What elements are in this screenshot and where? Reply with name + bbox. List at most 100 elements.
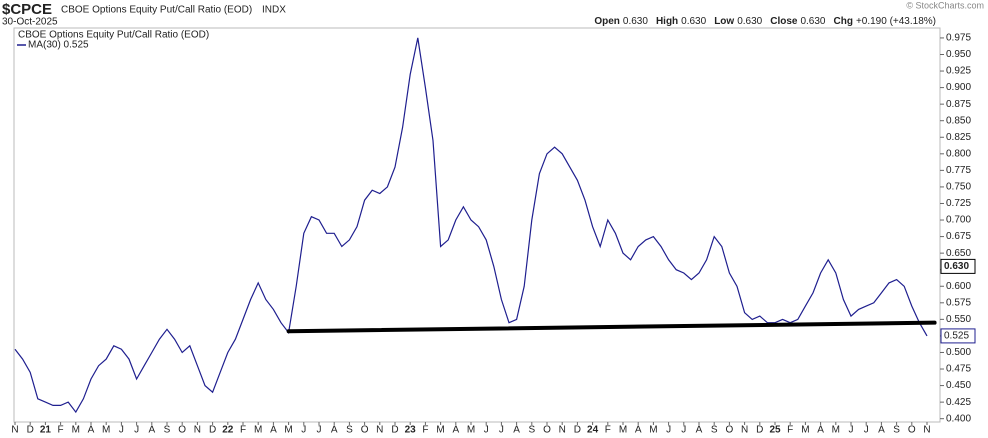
x-tick-label: N [559, 425, 566, 436]
x-tick-label: O [543, 425, 551, 436]
x-tick-label: M [467, 425, 475, 436]
x-tick-label: S [528, 425, 535, 436]
x-tick-label: 21 [40, 425, 52, 436]
quote-label: Chg [833, 16, 852, 27]
x-tick-label: A [696, 425, 703, 436]
quote-label: Close [770, 16, 798, 27]
axis-value-label: 0.630 [944, 261, 969, 272]
x-tick-label: M [72, 425, 80, 436]
x-tick-label: F [240, 425, 246, 436]
y-tick-label: 0.800 [946, 148, 971, 159]
x-tick-label: M [801, 425, 809, 436]
chart-title: CBOE Options Equity Put/Call Ratio (EOD) [61, 5, 252, 16]
y-tick-label: 0.875 [946, 99, 971, 110]
x-tick-label: M [649, 425, 657, 436]
x-tick-label: A [88, 425, 95, 436]
x-tick-label: 25 [769, 425, 781, 436]
x-tick-label: S [164, 425, 171, 436]
x-tick-label: J [681, 425, 686, 436]
x-tick-label: J [666, 425, 671, 436]
x-tick-label: A [452, 425, 459, 436]
quote-label: High [656, 16, 678, 27]
x-tick-label: N [923, 425, 930, 436]
x-tick-label: F [605, 425, 611, 436]
x-tick-label: N [741, 425, 748, 436]
quote-label: Open [594, 16, 620, 27]
quote-value: +0.190 (+43.18%) [856, 16, 936, 27]
date: 30-Oct-2025 [2, 17, 58, 28]
x-tick-label: N [376, 425, 383, 436]
y-tick-label: 0.425 [946, 397, 971, 408]
x-tick-label: A [148, 425, 155, 436]
quote-label: Low [714, 16, 734, 27]
x-tick-label: M [436, 425, 444, 436]
x-tick-label: S [711, 425, 718, 436]
x-tick-label: S [346, 425, 353, 436]
x-tick-label: F [787, 425, 793, 436]
x-tick-label: A [513, 425, 520, 436]
quote-value: 0.630 [681, 16, 706, 27]
x-tick-label: 22 [222, 425, 234, 436]
x-tick-label: A [635, 425, 642, 436]
legend-entry: MA(30) 0.525 [28, 40, 89, 51]
y-tick-label: 0.975 [946, 33, 971, 44]
ma-line [14, 37, 928, 414]
x-tick-label: J [134, 425, 139, 436]
x-tick-label: M [832, 425, 840, 436]
legend-title: CBOE Options Equity Put/Call Ratio (EOD) [18, 30, 209, 41]
y-tick-label: 0.750 [946, 182, 971, 193]
y-tick-label: 0.600 [946, 281, 971, 292]
x-tick-label: D [756, 425, 763, 436]
x-tick-label: A [270, 425, 277, 436]
x-tick-label: M [102, 425, 110, 436]
x-tick-label: N [194, 425, 201, 436]
y-tick-label: 0.400 [946, 413, 971, 424]
x-tick-label: D [209, 425, 216, 436]
x-tick-label: D [391, 425, 398, 436]
y-tick-label: 0.450 [946, 380, 971, 391]
x-tick-label: F [58, 425, 64, 436]
x-tick-label: J [484, 425, 489, 436]
x-tick-label: O [361, 425, 369, 436]
axis-value-label: 0.525 [944, 331, 969, 342]
axis-value-box [940, 258, 976, 274]
quote-value: 0.630 [800, 16, 825, 27]
x-tick-label: F [422, 425, 428, 436]
axis-value-box [940, 328, 976, 344]
x-tick-label: O [178, 425, 186, 436]
y-tick-label: 0.575 [946, 297, 971, 308]
y-tick-label: 0.475 [946, 364, 971, 375]
x-tick-label: J [317, 425, 322, 436]
y-tick-label: 0.900 [946, 82, 971, 93]
y-tick-label: 0.775 [946, 165, 971, 176]
quote-value: 0.630 [623, 16, 648, 27]
x-tick-label: O [908, 425, 916, 436]
x-tick-label: O [726, 425, 734, 436]
symbol: $CPCE [2, 1, 52, 18]
y-tick-label: 0.500 [946, 347, 971, 358]
x-tick-label: A [331, 425, 338, 436]
x-tick-label: N [11, 425, 18, 436]
y-tick-label: 0.925 [946, 66, 971, 77]
quote: Open 0.630 High 0.630 Low 0.630 Close 0.630 Chg +… [594, 16, 936, 27]
y-tick-label: 0.650 [946, 248, 971, 259]
x-tick-label: M [284, 425, 292, 436]
exchange: INDX [262, 5, 286, 16]
x-tick-label: J [301, 425, 306, 436]
y-tick-label: 0.675 [946, 231, 971, 242]
x-tick-label: J [849, 425, 854, 436]
y-tick-label: 0.825 [946, 132, 971, 143]
x-tick-label: D [574, 425, 581, 436]
x-tick-label: 23 [405, 425, 417, 436]
y-tick-label: 0.550 [946, 314, 971, 325]
x-tick-label: J [119, 425, 124, 436]
x-tick-label: A [878, 425, 885, 436]
trendline [286, 320, 937, 334]
x-tick-label: 24 [587, 425, 599, 436]
x-tick-label: J [864, 425, 869, 436]
x-tick-label: D [27, 425, 34, 436]
y-tick-label: 0.700 [946, 215, 971, 226]
y-tick-label: 0.850 [946, 115, 971, 126]
x-tick-label: J [499, 425, 504, 436]
